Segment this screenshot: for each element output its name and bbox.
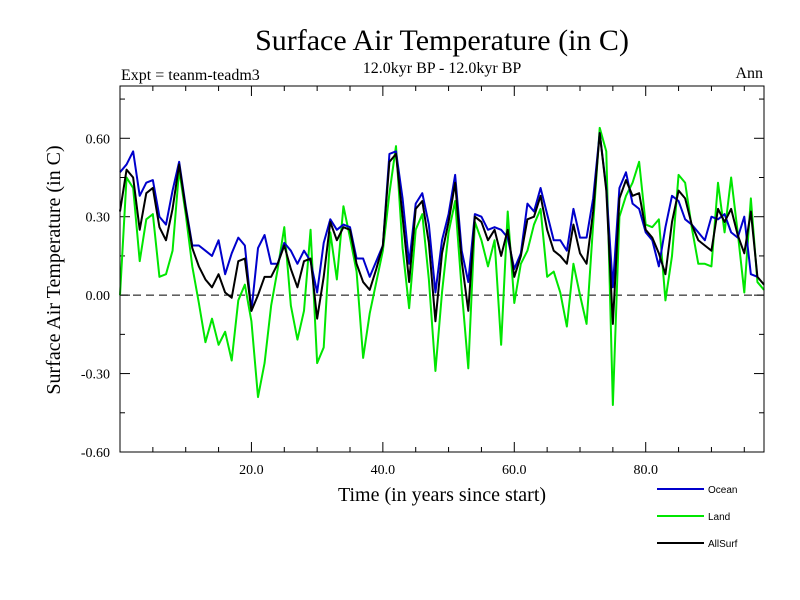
series-line-ocean <box>119 132 758 312</box>
x-axis-ticks <box>152 86 745 452</box>
period-label: Ann <box>735 65 763 82</box>
legend-label-land: Land <box>708 512 730 523</box>
legend-label-allsurf: AllSurf <box>708 539 738 550</box>
plot-area-frame <box>119 85 765 453</box>
expt-label: Expt = teanm-teadm3 <box>121 67 260 84</box>
x-tick-label: 20.0 <box>239 463 264 478</box>
legend: Ocean Land AllSurf <box>657 485 738 550</box>
y-axis-ticks <box>120 98 764 453</box>
y-tick-label: -0.30 <box>81 368 110 383</box>
y-tick-label: 0.60 <box>86 132 111 147</box>
legend-label-ocean: Ocean <box>708 485 737 496</box>
chart-subtitle: 12.0kyr BP - 12.0kyr BP <box>363 60 522 77</box>
x-tick-label: 80.0 <box>633 463 658 478</box>
y-tick-label: -0.60 <box>81 446 110 461</box>
y-tick-label: 0.30 <box>86 211 111 226</box>
y-axis-tick-labels: -0.60 -0.30 0.00 0.30 0.60 <box>81 132 110 461</box>
x-axis-tick-labels: 20.0 40.0 60.0 80.0 <box>239 463 658 478</box>
x-tick-label: 40.0 <box>371 463 396 478</box>
x-axis-label: Time (in years since start) <box>338 484 546 506</box>
chart-title: Surface Air Temperature (in C) <box>255 24 629 57</box>
series-line-land <box>119 126 765 406</box>
series-line-allsurf <box>119 132 765 325</box>
y-tick-label: 0.00 <box>86 289 111 304</box>
x-tick-label: 60.0 <box>502 463 527 478</box>
y-axis-label: Surface Air Temperature (in C) <box>43 145 65 394</box>
series-lines <box>119 126 765 406</box>
